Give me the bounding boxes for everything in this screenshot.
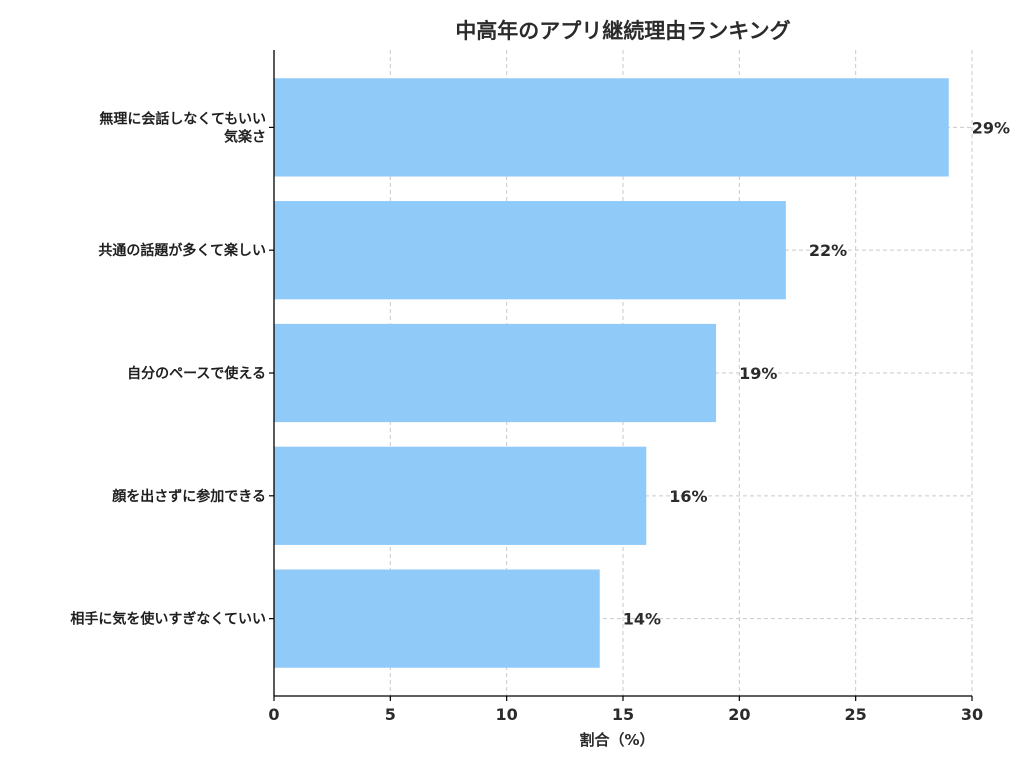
bar — [274, 201, 786, 300]
x-tick-label: 10 — [496, 705, 518, 724]
bar — [274, 569, 600, 668]
data-label: 29% — [972, 118, 1010, 137]
category-label: 自分のペースで使える — [127, 365, 266, 382]
chart-title: 中高年のアプリ継続理由ランキング — [455, 19, 790, 43]
data-label: 22% — [809, 241, 847, 260]
bar — [274, 446, 647, 545]
bar-layer: 29% 22% 19% 16% 14% — [274, 78, 1010, 668]
x-tick-label: 5 — [385, 705, 396, 724]
data-label: 14% — [623, 610, 661, 629]
x-tick-label: 15 — [612, 705, 634, 724]
bar — [274, 78, 949, 177]
bar — [274, 323, 717, 423]
x-tick-label: 0 — [268, 705, 279, 724]
data-label: 19% — [739, 364, 777, 383]
category-label: 相手に気を使いすぎなくていい — [70, 611, 266, 628]
x-tick-label: 25 — [845, 705, 867, 724]
data-label: 16% — [669, 487, 707, 506]
category-label: 共通の話題が多くて楽しい — [98, 242, 266, 259]
category-label: 無理に会話しなくてもいい気楽さ — [99, 110, 266, 145]
x-tick-label: 20 — [728, 705, 750, 724]
x-axis-label: 割合（%） — [579, 731, 654, 749]
axis-layer: 無理に会話しなくてもいい気楽さ共通の話題が多くて楽しい自分のペースで使える顔を出… — [70, 50, 983, 724]
x-tick-label: 30 — [961, 705, 983, 724]
category-label: 顔を出さずに参加できる — [111, 488, 266, 505]
